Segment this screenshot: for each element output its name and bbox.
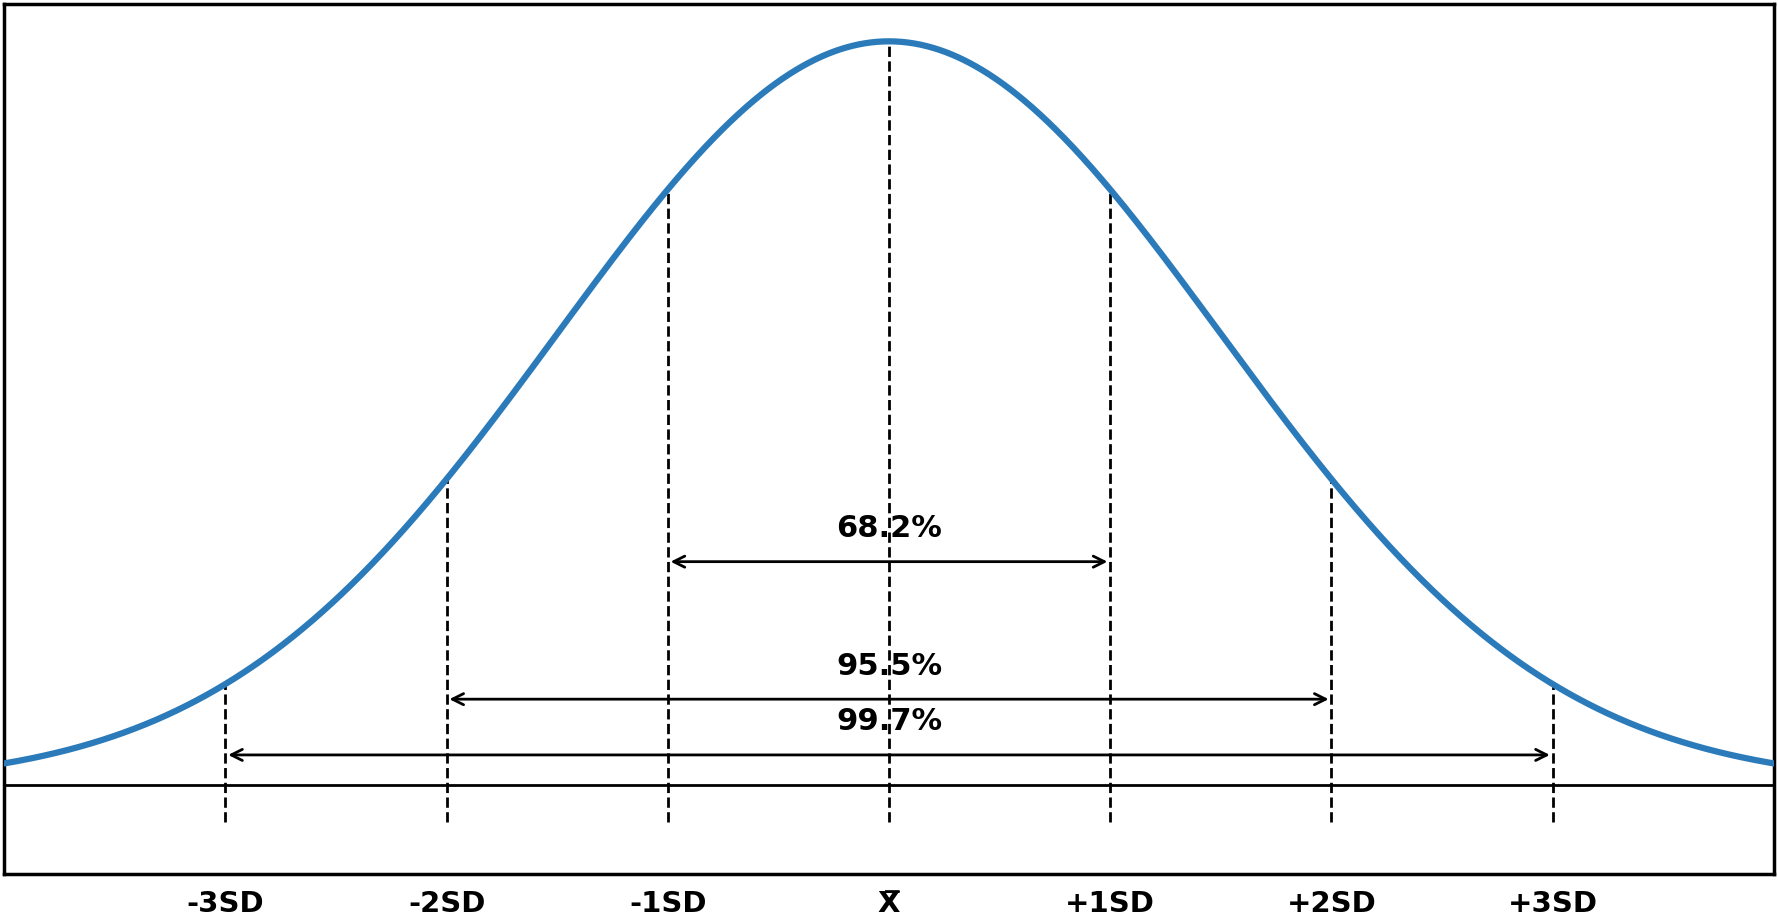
- Text: 68.2%: 68.2%: [836, 514, 942, 543]
- Text: 95.5%: 95.5%: [836, 652, 942, 680]
- Text: 99.7%: 99.7%: [836, 707, 942, 737]
